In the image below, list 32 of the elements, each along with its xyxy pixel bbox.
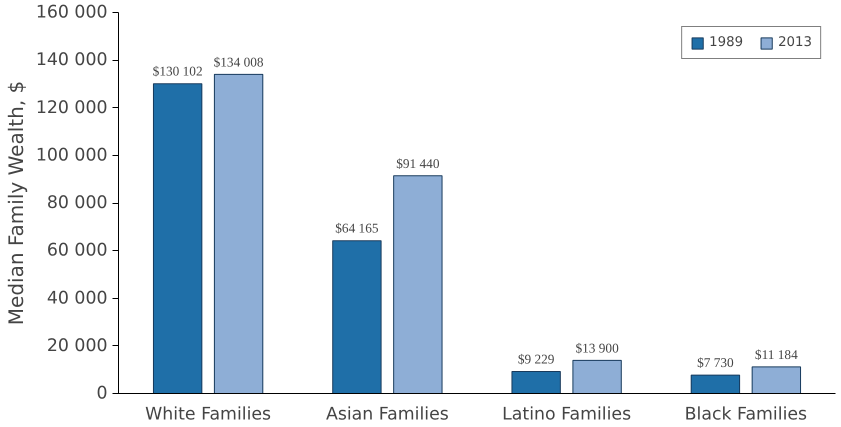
x-tick-label: Black Families (684, 404, 808, 424)
y-tick-label: 80 000 (46, 193, 108, 213)
y-tick-label: 0 (96, 384, 108, 404)
bar (393, 175, 443, 394)
bar (152, 83, 202, 394)
x-tick-label: Asian Families (326, 404, 449, 424)
data-label: $64 165 (335, 220, 379, 236)
data-label: $134 008 (214, 54, 264, 70)
y-tick-label: 40 000 (46, 288, 108, 308)
y-tick-label: 120 000 (36, 98, 108, 118)
y-tick-label: 20 000 (46, 336, 108, 356)
y-tick-label: 160 000 (36, 2, 108, 22)
y-axis-title: Median Family Wealth, $ (4, 80, 28, 326)
data-label: $130 102 (152, 64, 203, 79)
bar (752, 366, 802, 394)
bar (690, 374, 740, 394)
bar (332, 240, 382, 394)
data-label: $13 900 (575, 340, 620, 356)
x-tick-label: Latino Families (502, 404, 632, 424)
y-tick-label: 140 000 (36, 50, 108, 70)
bar (511, 371, 561, 394)
y-tick-label: 60 000 (46, 240, 108, 261)
y-tick-label: 100 000 (36, 145, 108, 166)
data-label: $7 730 (697, 355, 734, 370)
data-label: $11 184 (754, 346, 798, 362)
legend-label: 1989 (709, 35, 744, 50)
data-label: $91 440 (396, 156, 440, 171)
bar (572, 360, 622, 394)
data-label: $9 229 (518, 352, 555, 367)
legend-label: 2013 (778, 35, 812, 50)
x-tick-label: White Families (145, 404, 272, 424)
bar (214, 74, 264, 394)
